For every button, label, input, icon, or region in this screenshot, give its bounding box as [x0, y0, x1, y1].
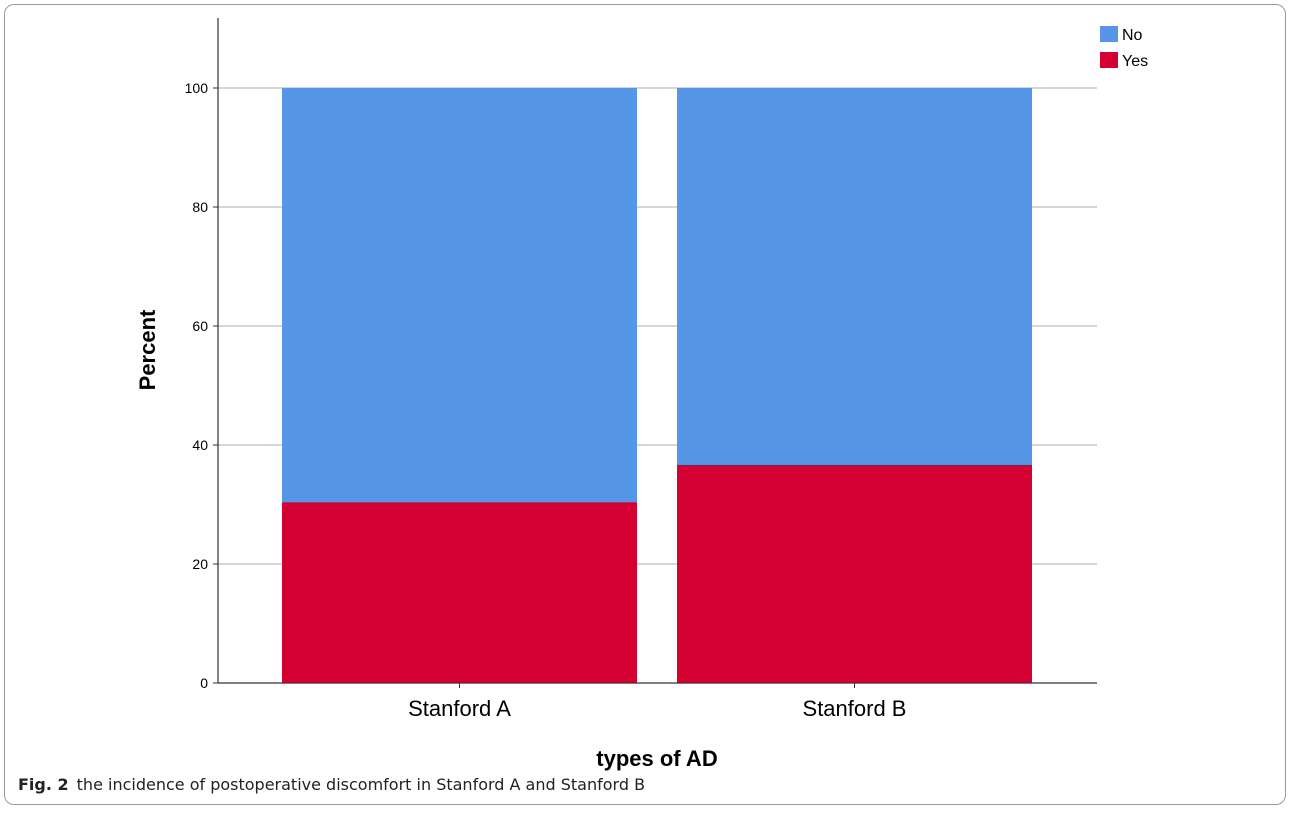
legend-label: Yes: [1122, 53, 1148, 70]
figure-caption-label: Fig. 2: [18, 775, 69, 794]
bar-segment-yes: [677, 464, 1032, 683]
legend-swatch: [1100, 52, 1118, 68]
bar-segment-no: [282, 88, 637, 503]
figure-caption-text: the incidence of postoperative discomfor…: [76, 775, 646, 794]
y-tick-label: 40: [192, 437, 208, 453]
y-axis-label: Percent: [135, 309, 160, 390]
y-tick-label: 0: [200, 675, 208, 691]
y-tick-label: 80: [192, 199, 208, 215]
y-tick-label: 20: [192, 556, 208, 572]
legend: No Yes: [1100, 26, 1148, 70]
y-tick-label: 100: [185, 80, 209, 96]
legend-swatch: [1100, 26, 1118, 42]
x-tick-label: Stanford B: [803, 696, 907, 721]
bar-segment-yes: [282, 502, 637, 683]
y-tick-label: 60: [192, 318, 208, 334]
bars: [282, 88, 1032, 683]
bar-segment-no: [677, 88, 1032, 465]
x-axis-label: types of AD: [596, 746, 717, 771]
legend-label: No: [1122, 27, 1143, 44]
figure-caption: Fig. 2 the incidence of postoperative dis…: [18, 775, 645, 794]
x-tick-label: Stanford A: [408, 696, 511, 721]
axes: 0 20 40 60 80 100 Stanford A Stanford B: [185, 18, 1097, 721]
